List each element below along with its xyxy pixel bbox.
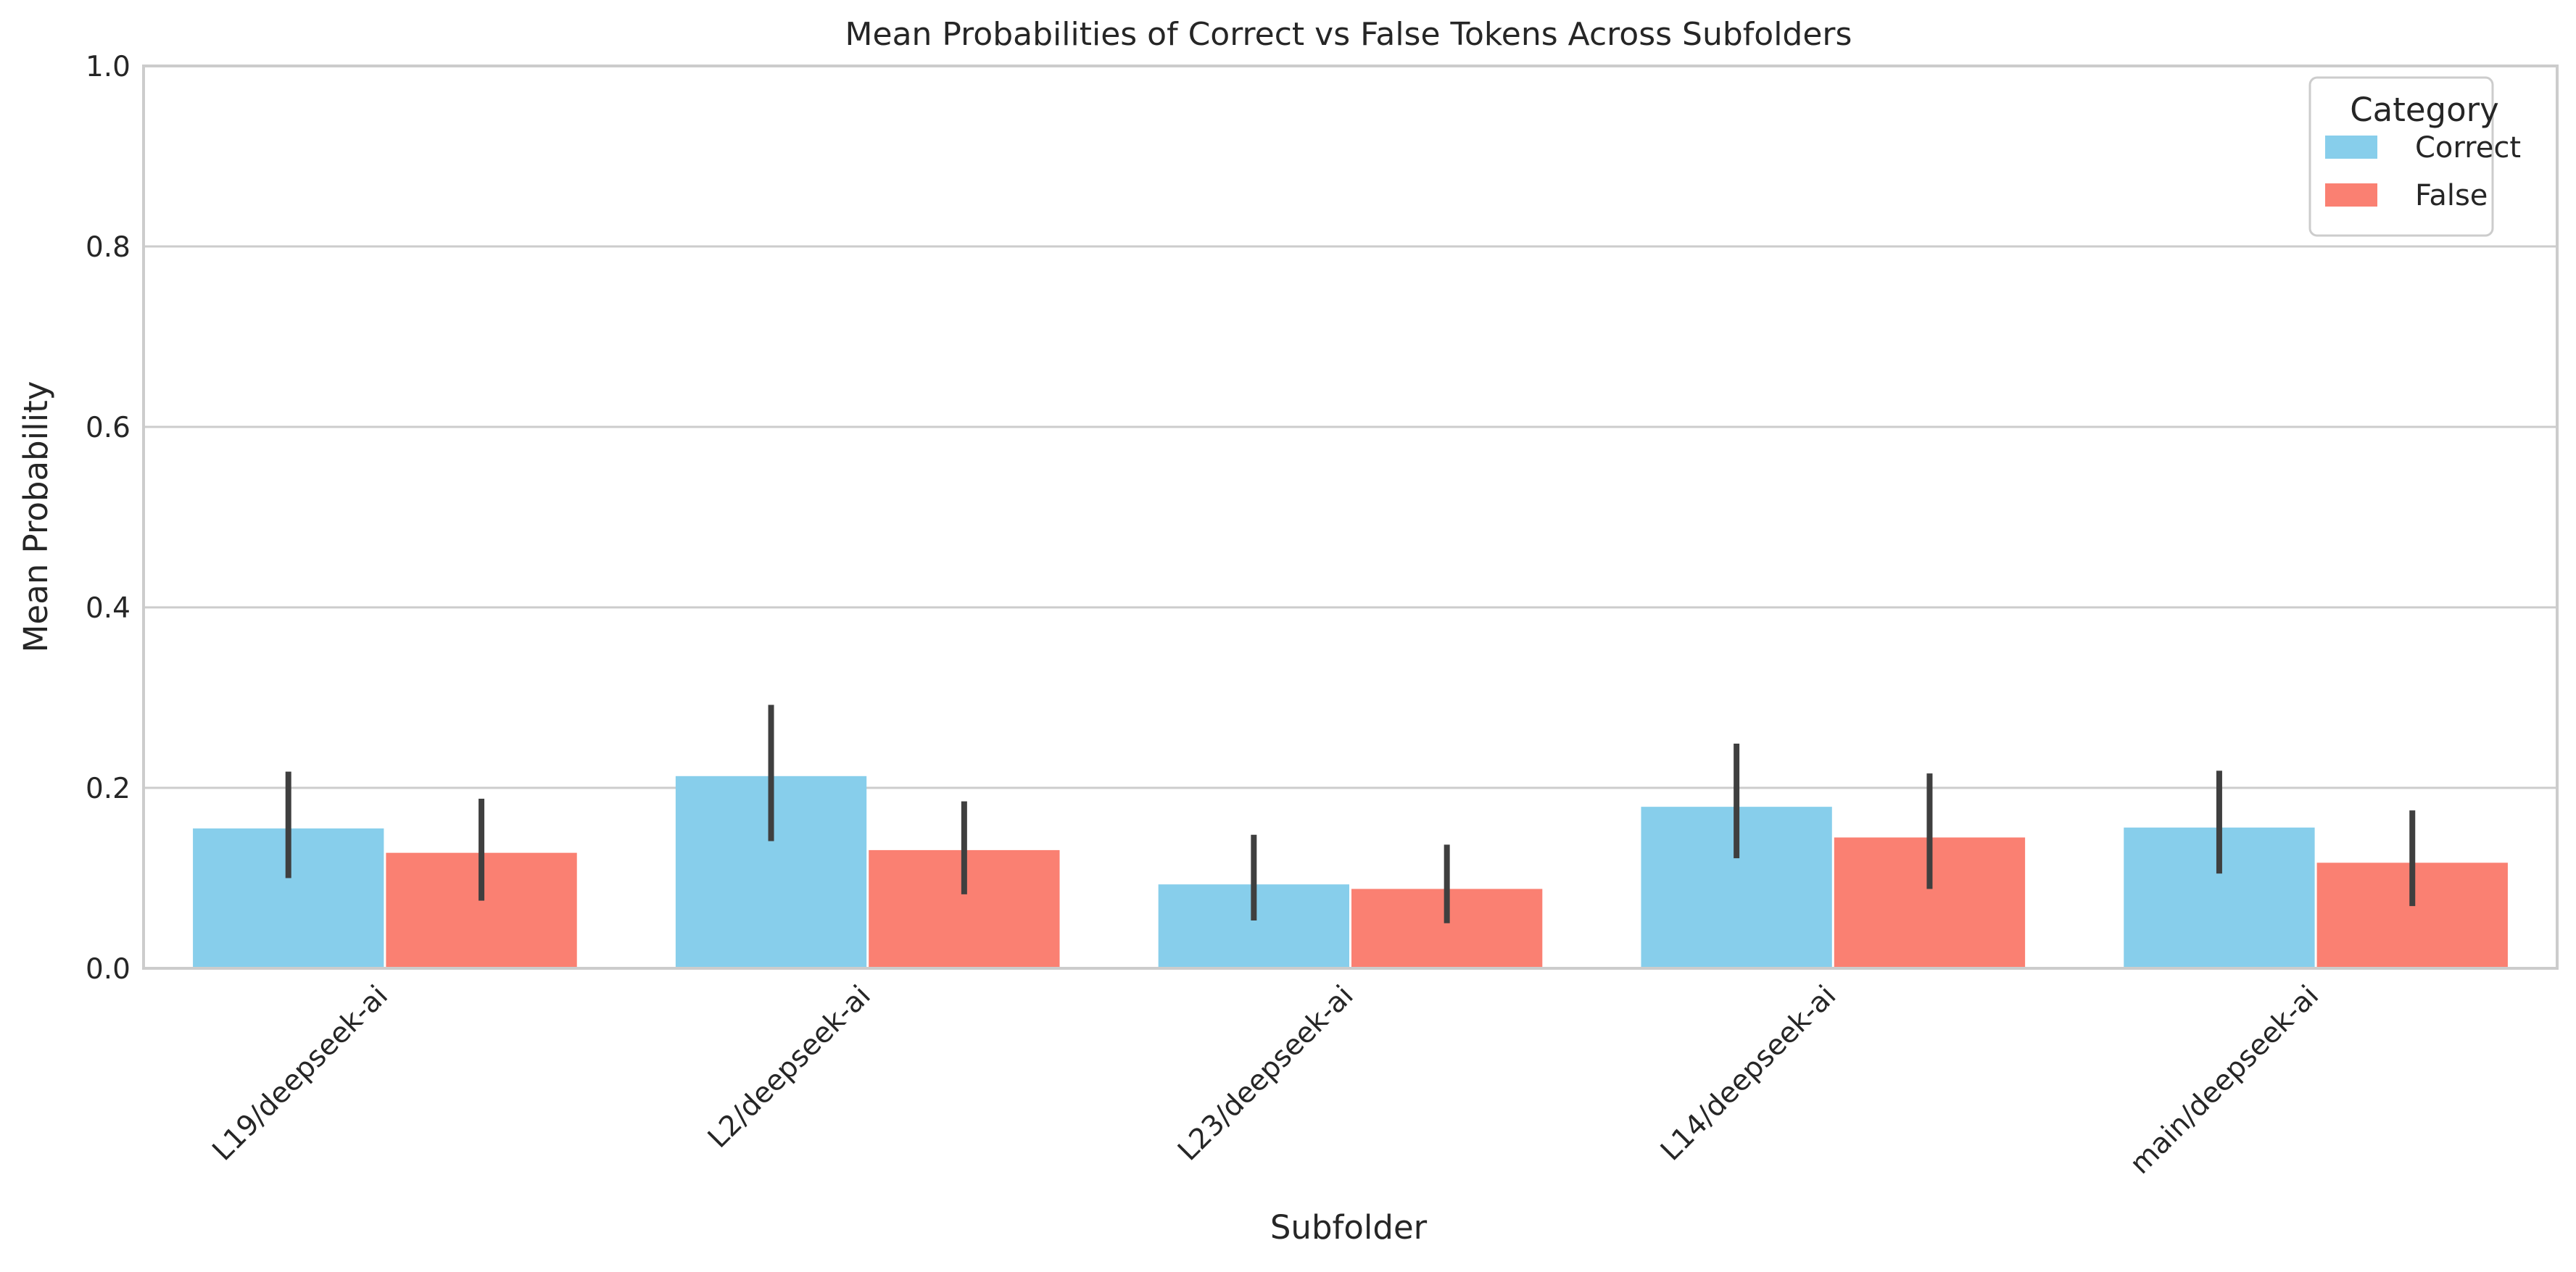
legend-title: Category (2350, 91, 2499, 129)
legend-label-correct: Correct (2415, 131, 2521, 165)
x-axis-ticks: L19/deepseek-ai L2/deepseek-ai L23/deepsee… (207, 979, 2325, 1181)
y-axis-ticks: 0.0 0.2 0.4 0.6 0.8 1.0 (86, 51, 131, 986)
error-bars (285, 704, 2416, 923)
legend-swatch-false (2325, 183, 2377, 207)
y-tick-label: 1.0 (86, 51, 131, 83)
x-axis-label: Subfolder (1270, 1208, 1428, 1247)
chart-title: Mean Probabilities of Correct vs False T… (845, 16, 1852, 53)
x-tick-label: main/deepseek-ai (2124, 979, 2325, 1181)
x-tick-label: L14/deepseek-ai (1654, 979, 1842, 1167)
y-tick-label: 0.0 (86, 953, 131, 986)
legend: Category Correct False (2308, 76, 2521, 237)
x-tick-label: L23/deepseek-ai (1172, 979, 1359, 1167)
y-tick-label: 0.2 (86, 773, 131, 805)
plot-frame (142, 65, 2559, 970)
x-tick-label: L2/deepseek-ai (702, 979, 877, 1155)
y-tick-label: 0.4 (86, 592, 131, 625)
legend-label-false: False (2415, 179, 2488, 212)
y-tick-label: 0.8 (86, 231, 131, 264)
legend-swatch-correct (2325, 136, 2377, 159)
x-tick-label: L19/deepseek-ai (207, 979, 394, 1167)
y-tick-label: 0.6 (86, 412, 131, 444)
y-axis-label: Mean Probability (17, 381, 55, 653)
bars (193, 776, 2508, 968)
